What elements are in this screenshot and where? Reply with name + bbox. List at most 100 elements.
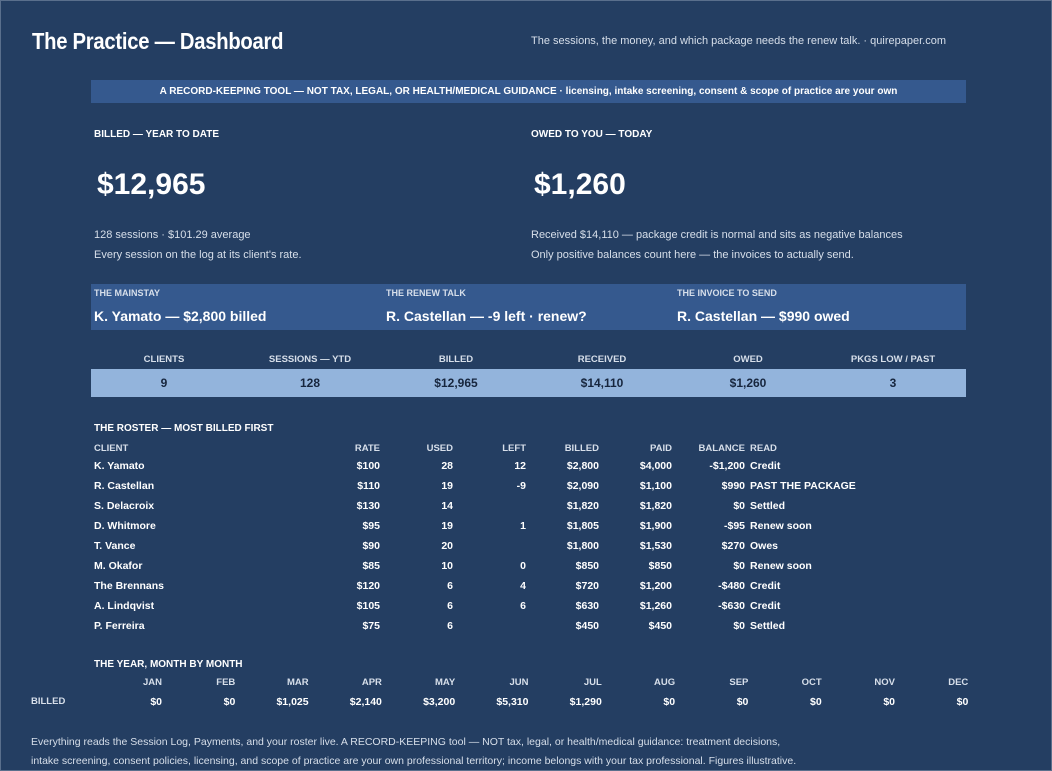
cell-rate: $75	[362, 620, 380, 632]
roster-title: THE ROSTER — MOST BILLED FIRST	[94, 423, 274, 434]
cell-client: The Brennans	[94, 580, 165, 592]
col-balance: BALANCE	[698, 443, 745, 454]
cell-billed: $630	[575, 600, 599, 612]
billed-ytd-line1: 128 sessions · $101.29 average	[94, 229, 251, 241]
kpi-clients-value: 9	[160, 376, 168, 390]
year-row-label: BILLED	[31, 696, 66, 707]
kpi-received-value: $14,110	[580, 376, 624, 390]
cell-rate: $85	[362, 560, 380, 572]
cell-balance: -$95	[723, 520, 745, 532]
month-label: OCT	[801, 677, 822, 688]
cell-paid: $1,900	[639, 520, 672, 532]
kpi-clients-label: CLIENTS	[143, 354, 185, 365]
cell-read: Owes	[750, 540, 779, 552]
col-left: LEFT	[502, 443, 526, 454]
year-title: THE YEAR, MONTH BY MONTH	[94, 659, 243, 670]
month-label: MAY	[434, 677, 456, 688]
cell-balance: $0	[733, 620, 745, 632]
cell-left: -9	[516, 480, 526, 492]
cell-used: 19	[441, 520, 453, 532]
highlight-value: R. Castellan — -9 left · renew?	[386, 308, 587, 324]
cell-paid: $450	[648, 620, 672, 632]
col-client: CLIENT	[94, 443, 129, 454]
cell-balance: -$630	[718, 600, 745, 612]
kpi-owed-value: $1,260	[729, 376, 767, 390]
cell-paid: $1,200	[639, 580, 672, 592]
cell-billed: $1,800	[566, 540, 599, 552]
cell-left: 1	[520, 520, 526, 532]
kpi-received-label: RECEIVED	[577, 354, 627, 365]
cell-rate: $95	[362, 520, 380, 532]
kpi-billed-value: $12,965	[434, 376, 478, 390]
cell-rate: $90	[362, 540, 380, 552]
billed-ytd-value: $12,965	[97, 168, 206, 201]
month-label: APR	[361, 677, 382, 688]
cell-used: 28	[441, 460, 453, 472]
month-label: FEB	[216, 677, 236, 688]
cell-balance: -$480	[718, 580, 745, 592]
kpi-sessions-label: SESSIONS — YTD	[268, 354, 352, 365]
owed-today-line1: Received $14,110 — package credit is nor…	[531, 229, 903, 241]
disclaimer-banner: A RECORD-KEEPING TOOL — NOT TAX, LEGAL, …	[91, 80, 966, 103]
cell-used: 10	[441, 560, 453, 572]
cell-rate: $110	[357, 480, 380, 492]
cell-left: 12	[514, 460, 526, 472]
cell-balance: $0	[733, 500, 745, 512]
cell-rate: $120	[356, 580, 380, 592]
col-billed: BILLED	[564, 443, 599, 454]
cell-paid: $1,530	[639, 540, 672, 552]
cell-used: 6	[447, 580, 453, 592]
billed-ytd-label: BILLED — YEAR TO DATE	[94, 129, 220, 140]
month-label: JUN	[509, 677, 529, 688]
billed-ytd-line2: Every session on the log at its client's…	[94, 249, 302, 261]
kpi-billed-label: BILLED	[438, 354, 474, 365]
cell-client: K. Yamato	[94, 460, 145, 472]
cell-paid: $1,100	[639, 480, 672, 492]
month-billed-value: $0	[663, 696, 676, 708]
cell-paid: $1,820	[639, 500, 672, 512]
cell-read: Renew soon	[750, 560, 812, 572]
highlight-value: R. Castellan — $990 owed	[677, 308, 850, 324]
footer-line-1: Everything reads the Session Log, Paymen…	[31, 736, 781, 748]
cell-read: Settled	[750, 500, 786, 512]
col-paid: PAID	[650, 443, 672, 454]
cell-balance: $270	[721, 540, 745, 552]
month-label: SEP	[729, 677, 749, 688]
month-billed-value: $0	[956, 696, 969, 708]
cell-read: Credit	[750, 580, 781, 592]
kpi-pkgs-value: 3	[889, 376, 897, 390]
cell-client: M. Okafor	[94, 560, 143, 572]
cell-used: 14	[441, 500, 453, 512]
cell-read: Settled	[750, 620, 786, 632]
cell-balance: $0	[733, 560, 745, 572]
cell-used: 6	[447, 600, 453, 612]
cell-billed: $2,800	[566, 460, 599, 472]
month-label: JUL	[583, 677, 602, 688]
cell-client: D. Whitmore	[94, 520, 156, 532]
month-billed-value: $0	[150, 696, 162, 708]
cell-rate: $100	[356, 460, 380, 472]
owed-today-value: $1,260	[534, 168, 626, 201]
month-billed-value: $0	[223, 696, 236, 708]
month-billed-value: $0	[736, 696, 749, 708]
month-billed-value: $3,200	[423, 696, 456, 708]
page-tagline: The sessions, the money, and which packa…	[531, 35, 946, 47]
cell-billed: $450	[575, 620, 599, 632]
kpi-sessions-value: 128	[299, 376, 321, 390]
owed-today-line2: Only positive balances count here — the …	[531, 249, 854, 261]
cell-rate: $130	[356, 500, 380, 512]
highlight-value: K. Yamato — $2,800 billed	[94, 308, 267, 324]
cell-left: 6	[520, 600, 526, 612]
cell-used: 19	[441, 480, 453, 492]
cell-client: S. Delacroix	[94, 500, 155, 512]
cell-read: Renew soon	[750, 520, 812, 532]
col-rate: RATE	[354, 443, 380, 454]
cell-paid: $850	[648, 560, 672, 572]
cell-client: P. Ferreira	[94, 620, 145, 632]
month-billed-value: $2,140	[349, 696, 382, 708]
cell-used: 20	[441, 540, 453, 552]
cell-billed: $850	[575, 560, 599, 572]
highlights-bar: THE MAINSTAY K. Yamato — $2,800 billed T…	[91, 284, 966, 330]
month-label: NOV	[874, 677, 895, 688]
owed-today-label: OWED TO YOU — TODAY	[531, 129, 653, 140]
